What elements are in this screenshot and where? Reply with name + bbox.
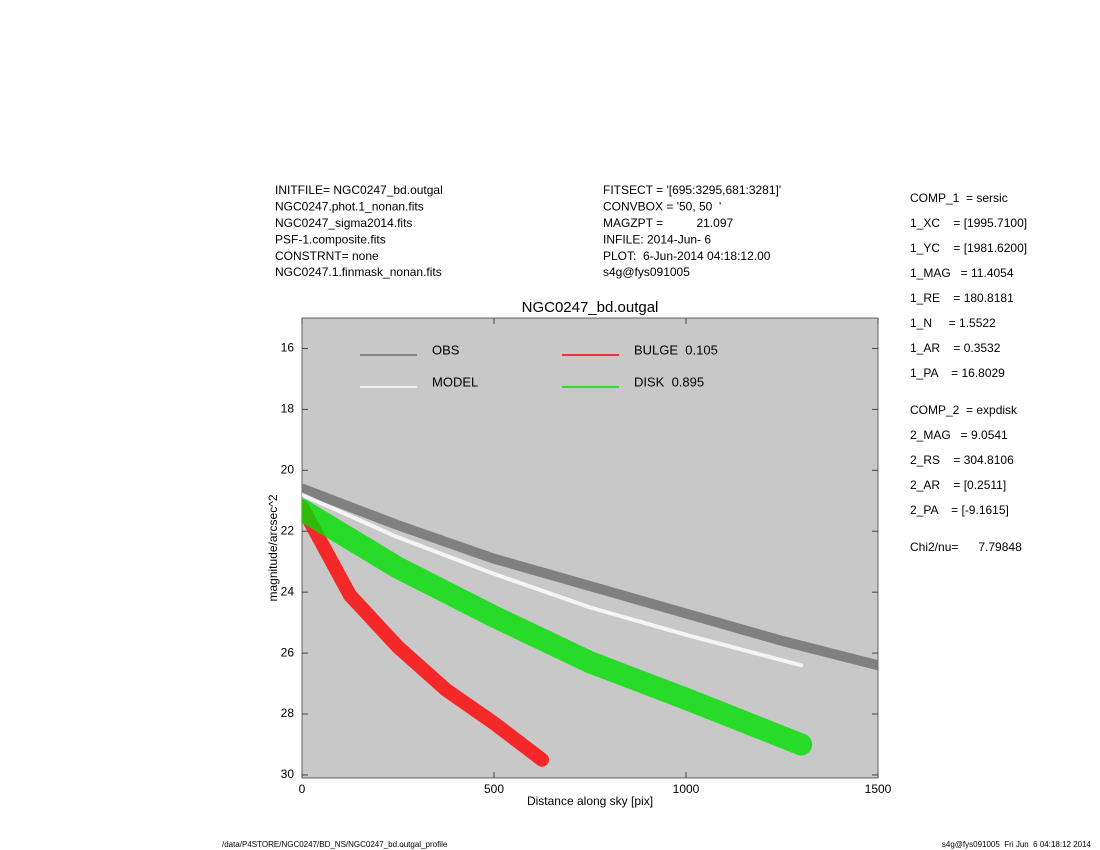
x-tick-label: 1500 [865, 782, 892, 796]
x-tick-label: 1000 [673, 782, 700, 796]
legend-label: DISK 0.895 [634, 374, 704, 389]
y-tick-label: 24 [281, 584, 295, 598]
fit-parameter: 1_RE = 180.8181 [910, 291, 1014, 305]
y-tick-label: 20 [281, 462, 295, 476]
fit-parameter: 1_XC = [1995.7100] [910, 216, 1027, 230]
fit-parameter: 2_AR = [0.2511] [910, 478, 1006, 492]
fit-parameter: 2_MAG = 9.0541 [910, 428, 1008, 442]
header-line: PSF-1.composite.fits [275, 232, 386, 246]
fit-parameter: 1_AR = 0.3532 [910, 341, 1001, 355]
fit-parameter: COMP_2 = expdisk [910, 403, 1018, 417]
header-line: CONVBOX = '50, 50 ' [603, 200, 721, 214]
legend-label: MODEL [432, 374, 478, 389]
y-tick-label: 30 [281, 767, 295, 781]
fit-parameter: COMP_1 = sersic [910, 191, 1008, 205]
header-line: NGC0247.1.finmask_nonan.fits [275, 265, 442, 279]
header-line: s4g@fys091005 [603, 265, 690, 279]
series-line [302, 492, 804, 668]
y-tick-label: 28 [281, 706, 295, 720]
header-line: FITSECT = '[695:3295,681:3281]' [603, 183, 781, 197]
y-tick-label: 26 [281, 645, 295, 659]
y-tick-label: 16 [281, 341, 295, 355]
series-layer [302, 483, 878, 767]
series-line [302, 499, 549, 767]
footer-path: /data/P4STORE/NGC0247/BD_NS/NGC0247_bd.o… [222, 840, 448, 849]
header-line: INFILE: 2014-Jun- 6 [603, 232, 711, 246]
legend-label: BULGE 0.105 [634, 342, 718, 357]
legend-label: OBS [432, 342, 460, 357]
footer-stamp: s4g@fys091005 Fri Jun 6 04:18:12 2014 [942, 840, 1092, 849]
chart-title: NGC0247_bd.outgal [522, 299, 659, 316]
header-line: INITFILE= NGC0247_bd.outgal [275, 183, 443, 197]
series-line [302, 483, 878, 671]
x-tick-label: 500 [484, 782, 504, 796]
header-line: NGC0247_sigma2014.fits [275, 216, 412, 230]
fit-parameter: 2_PA = [-9.1615] [910, 503, 1009, 517]
y-tick-label: 18 [281, 402, 295, 416]
series-line [302, 498, 813, 756]
header-line: PLOT: 6-Jun-2014 04:18:12.00 [603, 249, 771, 263]
header-line: MAGZPT = 21.097 [603, 216, 733, 230]
header-line: NGC0247.phot.1_nonan.fits [275, 200, 424, 214]
fit-parameter: 1_YC = [1981.6200] [910, 241, 1027, 255]
x-axis-label: Distance along sky [pix] [527, 794, 653, 808]
header-line: CONSTRNT= none [275, 249, 379, 263]
y-tick-label: 22 [281, 523, 295, 537]
fit-parameter: 1_MAG = 11.4054 [910, 266, 1014, 280]
plot-area [301, 317, 879, 779]
fit-parameter: 1_N = 1.5522 [910, 316, 996, 330]
fit-parameter: 1_PA = 16.8029 [910, 366, 1005, 380]
fit-parameter: Chi2/nu= 7.79848 [910, 540, 1022, 554]
fit-parameter: 2_RS = 304.8106 [910, 453, 1014, 467]
y-axis-label: magnitude/arcsec^2 [266, 494, 280, 601]
x-tick-label: 0 [299, 782, 306, 796]
